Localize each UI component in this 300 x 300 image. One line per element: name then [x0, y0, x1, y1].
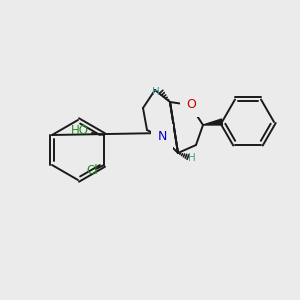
Text: HO: HO [71, 124, 89, 137]
Polygon shape [203, 119, 223, 125]
Text: N: N [157, 130, 167, 143]
Text: H: H [152, 87, 160, 97]
Text: O: O [186, 98, 196, 110]
Text: Cl: Cl [86, 164, 98, 178]
Text: H: H [188, 153, 196, 163]
